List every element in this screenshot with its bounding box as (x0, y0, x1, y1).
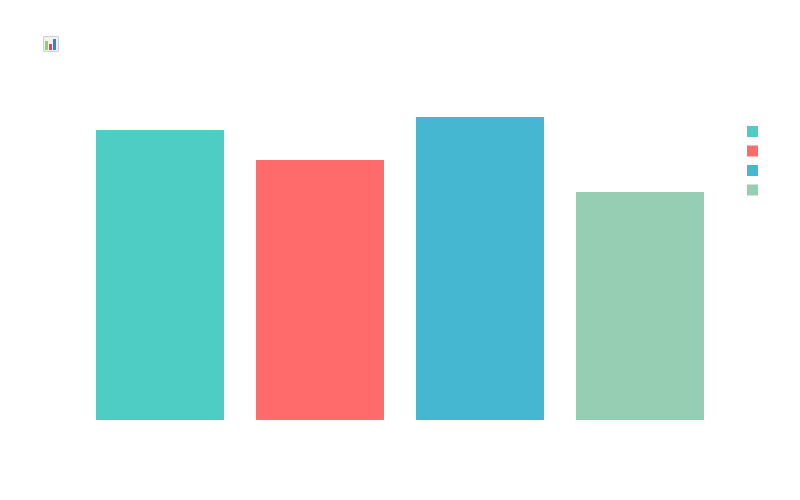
bar-1 (96, 130, 224, 420)
legend-swatch-4[interactable] (747, 184, 758, 196)
bar-group (96, 117, 704, 420)
legend (747, 126, 758, 196)
bar-2 (256, 160, 384, 420)
bar-4 (576, 192, 704, 420)
legend-swatch-1[interactable] (747, 126, 758, 137)
bar-3 (416, 117, 544, 420)
legend-swatch-2[interactable] (747, 145, 758, 157)
legend-swatch-3[interactable] (747, 165, 758, 176)
bar-chart-app-icon (43, 36, 59, 52)
